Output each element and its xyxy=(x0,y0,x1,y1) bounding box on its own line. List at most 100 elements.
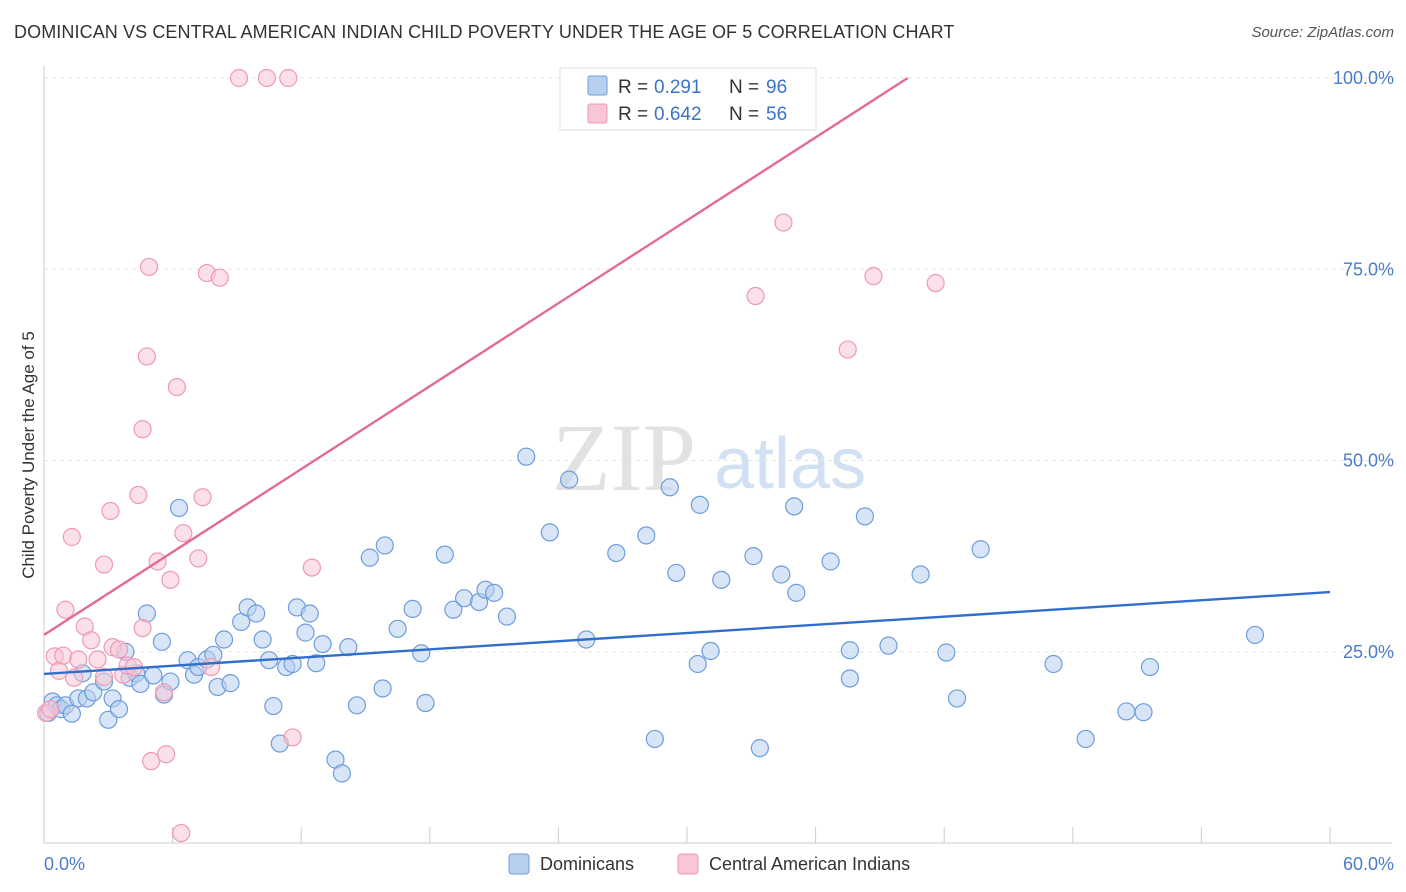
central-american-indians-point-3 xyxy=(49,661,69,680)
central-american-indians-point-13 xyxy=(94,555,114,574)
dominicans-point-59 xyxy=(454,589,474,608)
central-american-indians-point-12 xyxy=(94,667,114,687)
central-american-indians-point-5 xyxy=(56,600,75,619)
central-american-indians-point-8 xyxy=(69,650,88,669)
dominicans-point-86 xyxy=(879,636,898,655)
dominicans-point-93 xyxy=(1117,702,1136,721)
dominicans-point-84 xyxy=(840,669,859,688)
dominicans-point-30 xyxy=(214,630,234,649)
dominicans-point-42 xyxy=(296,623,315,642)
dominicans-point-9 xyxy=(84,683,103,702)
legend-r-value-dominicans: 0.291 xyxy=(654,77,702,98)
y-tick-label-3: 100.0% xyxy=(1333,68,1394,88)
dominicans-point-95 xyxy=(1140,657,1160,677)
dominicans-point-82 xyxy=(821,552,840,571)
dominicans-point-53 xyxy=(388,619,407,638)
dominicans-point-11 xyxy=(99,710,118,729)
y-axis-label: Child Poverty Under the Age of 5 xyxy=(19,331,38,579)
central-american-indians-point-6 xyxy=(62,527,81,547)
dominicans-point-63 xyxy=(497,607,517,626)
central-american-indians-point-7 xyxy=(64,668,84,687)
dominicans-point-17 xyxy=(131,674,150,693)
legend-r-label-2: R = xyxy=(618,104,648,125)
source-credit: Source: ZipAtlas.com xyxy=(1251,24,1394,41)
y-tick-labels: 25.0% 50.0% 75.0% 100.0% xyxy=(1333,68,1394,662)
dominicans-point-52 xyxy=(373,679,392,698)
central-american-indians-point-29 xyxy=(161,570,180,589)
y-tick-label-1: 50.0% xyxy=(1343,451,1394,471)
dominicans-point-76 xyxy=(712,570,731,589)
central-american-indians-point-28 xyxy=(157,745,176,764)
legend-n-label-1: N = xyxy=(729,77,759,98)
central-american-indians-point-44 xyxy=(746,286,765,306)
central-american-indians-point-42 xyxy=(302,558,322,577)
dominicans-point-70 xyxy=(645,729,664,749)
watermark-atlas: atlas xyxy=(714,424,866,504)
dominicans-point-72 xyxy=(667,563,686,583)
x-tick-label-0: 0.0% xyxy=(44,854,85,874)
dominicans-point-58 xyxy=(444,600,463,619)
dominicans-point-73 xyxy=(688,654,707,674)
bottom-legend-swatch-central-american-indians xyxy=(677,853,699,875)
chart-title: DOMINICAN VS CENTRAL AMERICAN INDIAN CHI… xyxy=(14,22,955,42)
dominicans-point-85 xyxy=(855,507,874,526)
dominicans-point-90 xyxy=(971,540,990,559)
dominicans-point-5 xyxy=(62,704,81,723)
central-american-indians-point-14 xyxy=(101,501,120,521)
dominicans-point-50 xyxy=(360,548,379,567)
dominicans-point-66 xyxy=(560,470,579,489)
central-american-indians-point-21 xyxy=(133,618,152,638)
bottom-legend-label-central-american-indians: Central American Indians xyxy=(709,854,910,874)
dominicans-point-75 xyxy=(701,641,720,661)
central-american-indians-point-4 xyxy=(54,646,73,665)
dominicans-point-51 xyxy=(375,536,394,555)
legend-n-value-dominicans: 96 xyxy=(766,77,787,98)
y-tick-label-0: 25.0% xyxy=(1343,642,1394,662)
dominicans-point-23 xyxy=(169,498,189,518)
dominicans-point-71 xyxy=(660,478,679,497)
central-american-indians-point-36 xyxy=(202,657,221,677)
dominicans-point-19 xyxy=(144,666,163,685)
central-american-indians-point-45 xyxy=(774,213,793,232)
dominicans-point-87 xyxy=(911,565,930,584)
dominicans-point-81 xyxy=(787,583,806,602)
dominicans-point-45 xyxy=(313,634,332,654)
dominicans-point-13 xyxy=(109,700,129,719)
central-american-indians-point-25 xyxy=(142,752,161,771)
central-american-indians-point-39 xyxy=(257,68,277,88)
dominicans-point-89 xyxy=(947,689,967,708)
central-american-indians-point-31 xyxy=(172,823,191,843)
dominicans-point-92 xyxy=(1076,729,1095,749)
legend-swatch-central-american-indians xyxy=(587,103,608,124)
legend-swatch-dominicans xyxy=(587,75,608,96)
central-american-indians-points xyxy=(37,68,945,843)
central-american-indians-point-40 xyxy=(279,68,298,88)
legend-r-label-1: R = xyxy=(618,77,648,98)
central-american-indians-point-48 xyxy=(926,273,945,293)
central-american-indians-point-22 xyxy=(133,420,152,439)
correlation-legend: R = 0.291 N = 96 R = 0.642 N = 56 xyxy=(559,67,817,131)
legend-n-value-central-american-indians: 56 xyxy=(766,104,787,125)
grid-lines xyxy=(44,77,1392,653)
dominicans-point-20 xyxy=(152,632,171,651)
bottom-legend-swatch-dominicans xyxy=(508,853,530,875)
dominicans-point-62 xyxy=(485,583,504,602)
y-tick-label-2: 75.0% xyxy=(1343,259,1394,279)
dominicans-point-54 xyxy=(403,599,422,619)
central-american-indians-point-46 xyxy=(838,340,857,359)
dominicans-point-64 xyxy=(517,447,536,466)
dominicans-point-80 xyxy=(785,497,804,516)
central-american-indians-point-11 xyxy=(88,650,107,669)
dominicans-point-68 xyxy=(607,543,626,563)
dominicans-point-57 xyxy=(435,545,454,564)
dominicans-point-49 xyxy=(347,696,367,715)
central-american-indians-point-38 xyxy=(229,68,249,88)
dominicans-point-88 xyxy=(937,643,956,662)
dominicans-point-83 xyxy=(840,641,859,660)
dominicans-point-35 xyxy=(253,630,272,649)
dominicans-point-56 xyxy=(416,693,435,713)
central-american-indians-point-33 xyxy=(189,549,208,568)
legend-n-label-2: N = xyxy=(729,104,759,125)
central-american-indians-point-32 xyxy=(174,524,193,543)
